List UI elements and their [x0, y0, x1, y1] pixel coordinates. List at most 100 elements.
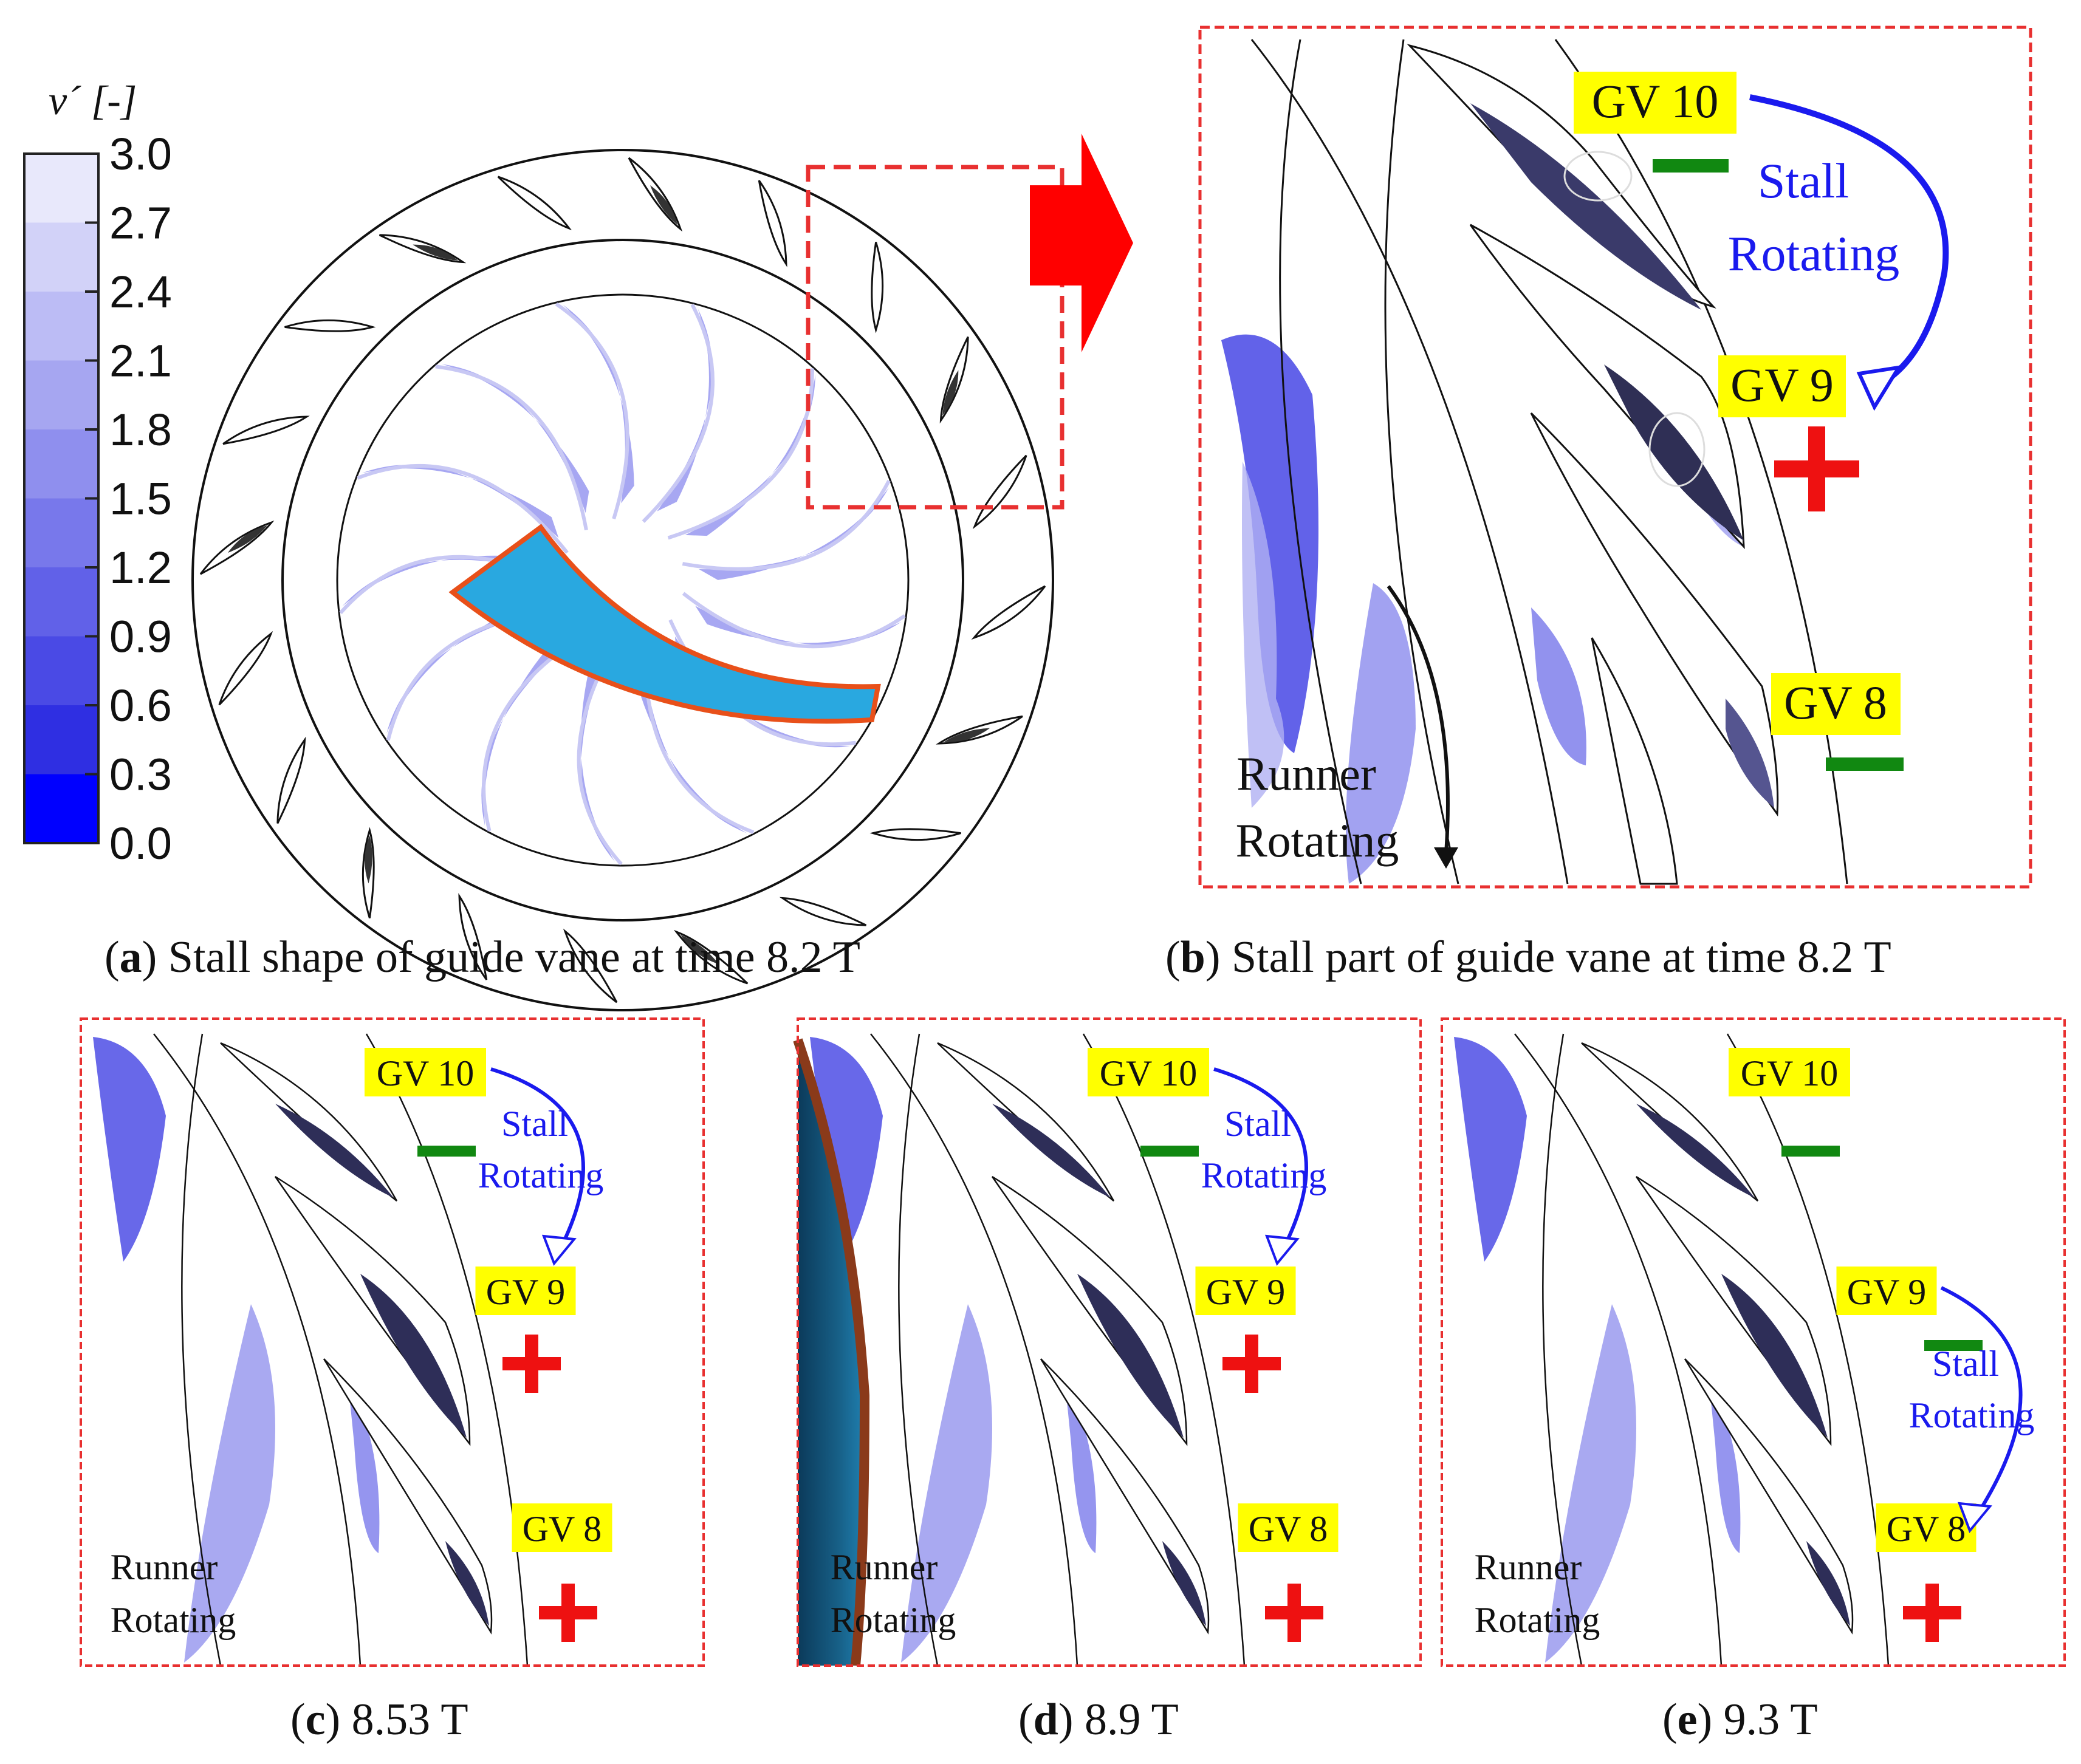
stall-rotating-arrowhead: [1957, 1502, 1992, 1533]
runner-rim-edge: [793, 1038, 870, 1666]
panel-e: GV 10 GV 9 GV 8 Stall Rotating Runner Rotating: [1441, 1017, 2066, 1667]
stall-vortex-gv10: [1470, 103, 1701, 310]
colorbar-swatch: [24, 498, 98, 568]
colorbar-swatch: [24, 705, 98, 775]
stall-label-line2: Rotating: [1201, 1155, 1327, 1195]
gv9-label-bg: [475, 1267, 576, 1315]
runner-label-line1: Runner: [111, 1547, 218, 1587]
stall-label-line2: Rotating: [1909, 1395, 2035, 1435]
guide-vane: [939, 336, 969, 424]
guide-vane: [871, 242, 884, 333]
panel-d-frame: [797, 1017, 1422, 1667]
runner-flow-band: [555, 302, 634, 519]
gv10-label-bg: [1729, 1048, 1850, 1096]
stall-label-line1: Stall: [1758, 153, 1849, 208]
colorbar-tick-label: 2.1: [109, 336, 172, 386]
colorbar-tick-label: 2.7: [109, 198, 172, 248]
gv10-label: GV 10: [1100, 1053, 1198, 1093]
guide-vane-7: [1591, 637, 1678, 885]
runner-label-line2: Rotating: [1475, 1600, 1600, 1640]
flow-band: [93, 1037, 166, 1262]
runner-label-line1: Runner: [831, 1547, 938, 1587]
stall-label-line2: Rotating: [1728, 226, 1899, 281]
stall-vortex-gv8: [1726, 699, 1774, 808]
guide-vane: [563, 928, 618, 1003]
panel-a-image: [191, 134, 1133, 1011]
runner-rotating-arrowhead: [1434, 847, 1458, 869]
panel-c-image: [93, 1033, 529, 1666]
guide-vane-8: [323, 1358, 493, 1635]
colorbar-swatch: [24, 292, 98, 361]
guide-vane: [869, 828, 961, 841]
colorbar-swatch: [24, 222, 98, 292]
runner-boundary: [1514, 1033, 1723, 1666]
gv10-label-bg: [1574, 72, 1736, 134]
guide-vane-8-stall-vortex: [1162, 1541, 1206, 1626]
colorbar-tick-label: 0.6: [109, 680, 172, 731]
runner-blade-line: [1384, 39, 1459, 884]
guide-vane: [222, 415, 310, 445]
gv8-label: GV 8: [523, 1509, 602, 1549]
guide-vane-10-stall-vortex: [275, 1104, 394, 1198]
panel-b-image: [1221, 39, 1848, 885]
guide-vane: [971, 585, 1046, 640]
panel-e-frame: [1441, 1017, 2066, 1667]
flow-band: [1709, 1383, 1741, 1553]
runner-flow-band: [357, 463, 569, 554]
gv9-plus-sign: [1774, 426, 1859, 511]
gv8-label: GV 8: [1249, 1509, 1328, 1549]
flow-band: [1545, 1304, 1636, 1663]
runner-flow-band: [642, 304, 715, 523]
gv8-label-bg: [1238, 1503, 1339, 1552]
gv8-label-bg: [512, 1503, 612, 1552]
gv10-minus-sign: [1781, 1146, 1840, 1157]
stall-label-line1: Stall: [1224, 1104, 1291, 1144]
flow-band: [348, 1383, 380, 1553]
colorbar-swatches: [24, 154, 98, 844]
guide-vane: [673, 929, 749, 985]
colorbar-tick-label: 2.4: [109, 267, 172, 317]
guide-vane-10-stall-vortex: [1636, 1104, 1755, 1198]
gv10-label-bg: [365, 1048, 486, 1096]
runner-blade-line: [181, 1033, 222, 1666]
stall-rotating-arrowhead: [1264, 1234, 1300, 1266]
runner-label-line1: Runner: [1236, 747, 1376, 800]
runner-flow-band: [682, 480, 891, 580]
panel-b-frame: [1198, 26, 2032, 889]
gv9-plus-sign: [502, 1335, 561, 1393]
colorbar-swatch: [24, 774, 98, 844]
panel-d: GV 10 GV 9 GV 8 Stall Rotating Runner Rotating: [793, 1017, 1422, 1667]
runner-label-line2: Rotating: [111, 1600, 236, 1640]
gv8-label: GV 8: [1887, 1509, 1966, 1549]
colorbar-tick-label: 3.0: [109, 129, 172, 179]
panel-c: GV 10 GV 9 GV 8 Stall Rotating Runner Rotating: [80, 1017, 705, 1667]
caption-b: (b) Stall part of guide vane at time 8.2…: [1165, 932, 1891, 982]
gv9-label-bg: [1836, 1267, 1937, 1315]
caption-c: (c) 8.53 T: [290, 1695, 468, 1745]
guide-vane: [276, 736, 306, 824]
stall-rotating-arrow: [1940, 1286, 2023, 1520]
runner-boundary: [1250, 39, 1569, 884]
guide-vane: [362, 827, 375, 918]
colorbar-tick-label: 0.0: [109, 818, 172, 869]
gv9-label-bg: [1195, 1267, 1296, 1315]
flow-band: [1065, 1383, 1097, 1553]
guide-vane-9-stall-vortex: [1077, 1274, 1184, 1438]
guide-vane-8-stall-vortex: [445, 1541, 489, 1626]
caption-a: (a) Stall shape of guide vane at time 8.…: [105, 932, 860, 982]
gv8-label: GV 8: [1784, 676, 1887, 729]
casing-boundary: [1082, 1033, 1246, 1666]
flow-band: [1242, 462, 1284, 808]
flow-band: [901, 1304, 992, 1663]
gv9-label: GV 9: [1206, 1272, 1286, 1312]
colorbar-tick-label: 1.2: [109, 542, 172, 593]
runner-rim: [798, 1040, 865, 1666]
gv8-plus-sign: [1903, 1584, 1961, 1642]
runner-label-line2: Rotating: [831, 1600, 956, 1640]
gv8-label-bg: [1771, 673, 1901, 735]
flow-band: [810, 1037, 883, 1262]
runner-label-line2: Rotating: [1236, 814, 1399, 867]
guide-vane-8-stall-vortex: [1806, 1541, 1850, 1626]
guide-vane-10-stall-vortex: [992, 1104, 1111, 1198]
colorbar-swatch: [24, 154, 98, 224]
